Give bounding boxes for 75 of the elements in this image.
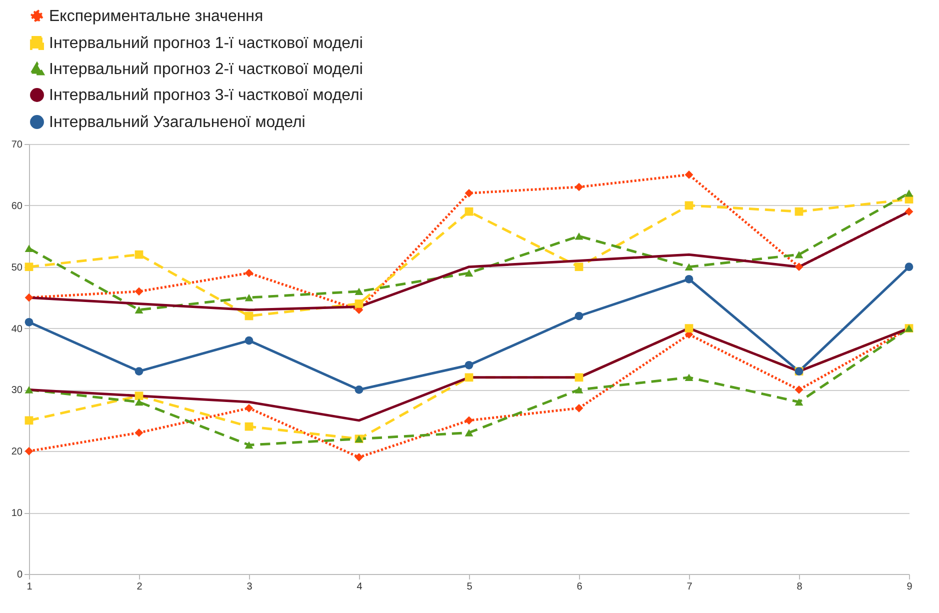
point <box>574 312 584 320</box>
point <box>244 294 254 302</box>
legend-label: Експериментальне значення <box>49 8 264 25</box>
point <box>244 441 254 449</box>
point <box>684 274 694 284</box>
legend-label: Інтервальний Узагальненої моделі <box>49 114 306 131</box>
point <box>464 373 474 382</box>
legend-label: Інтервальний прогноз 2-ї часткової моделі <box>49 61 363 78</box>
point <box>684 201 694 210</box>
y-tick-label: 30 <box>11 385 23 396</box>
point <box>134 428 144 437</box>
point <box>794 398 804 406</box>
point <box>684 170 694 179</box>
point <box>574 404 584 412</box>
point <box>354 453 364 462</box>
point <box>464 188 474 198</box>
point <box>24 416 34 425</box>
x-tick-label: 7 <box>686 582 693 592</box>
point <box>684 324 694 332</box>
x-tick-label: 2 <box>136 582 143 592</box>
point <box>134 287 144 296</box>
point <box>904 207 914 216</box>
point <box>24 318 34 326</box>
y-tick-label: 60 <box>11 200 23 212</box>
y-tick-label: 10 <box>11 508 23 520</box>
legend-label: Інтервальний прогноз 1-ї часткової моделі <box>49 35 363 52</box>
point <box>134 306 144 314</box>
point <box>794 207 804 216</box>
point <box>24 262 34 272</box>
point <box>134 392 144 400</box>
x-tick-label: 5 <box>466 582 473 592</box>
point <box>134 250 144 259</box>
point <box>134 398 144 406</box>
y-tick-label: 20 <box>11 446 23 458</box>
point <box>574 373 584 382</box>
point <box>904 262 914 272</box>
point <box>354 386 364 394</box>
point <box>574 386 584 394</box>
point <box>24 386 34 394</box>
point <box>794 386 804 394</box>
point <box>354 288 364 296</box>
point <box>24 293 34 302</box>
x-tick-label: 9 <box>906 582 913 592</box>
legend-label: Інтервальний прогноз 3-ї часткової моделі <box>49 87 363 104</box>
x-tick-label: 4 <box>356 582 363 592</box>
point <box>244 268 254 278</box>
point <box>684 263 694 270</box>
point <box>574 262 584 272</box>
y-tick-label: 50 <box>11 262 23 274</box>
point <box>464 360 474 370</box>
y-tick-label: 70 <box>11 140 23 150</box>
point <box>354 300 364 308</box>
x-tick-label: 6 <box>576 582 583 592</box>
point <box>574 232 584 240</box>
y-tick-label: 0 <box>16 570 23 580</box>
point <box>464 207 474 216</box>
point <box>244 404 254 412</box>
point <box>794 250 804 258</box>
x-tick-label: 8 <box>796 582 803 592</box>
point <box>684 374 694 382</box>
point <box>794 262 804 272</box>
point <box>464 429 474 436</box>
point <box>24 244 34 252</box>
y-tick-label: 40 <box>11 324 23 335</box>
point <box>574 182 584 192</box>
x-tick-label: 3 <box>246 582 253 592</box>
x-tick-label: 1 <box>26 582 33 592</box>
point <box>464 416 474 425</box>
point <box>244 422 254 431</box>
point <box>904 190 914 197</box>
point <box>464 269 474 277</box>
point <box>134 367 144 376</box>
point <box>244 312 254 320</box>
point <box>244 336 254 345</box>
point <box>24 446 34 456</box>
